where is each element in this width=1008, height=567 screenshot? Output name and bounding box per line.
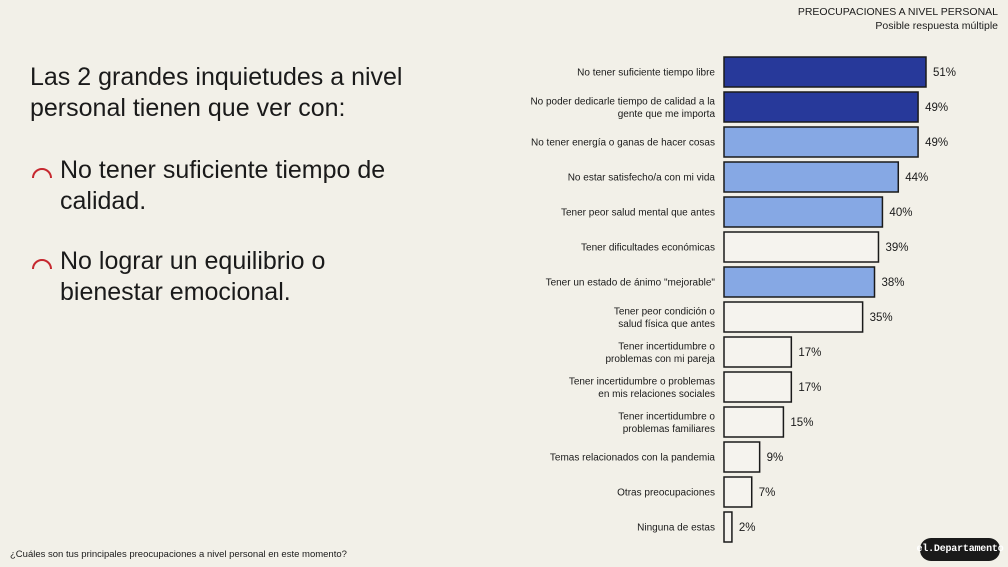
category-label: Tener dificultades económicas — [581, 243, 715, 254]
brand-logo: el.Departamento — [917, 538, 1004, 561]
value-label: 15% — [790, 417, 813, 429]
key-point-text: No tener suficiente tiempo de calidad. — [60, 156, 386, 215]
value-label: 40% — [889, 207, 912, 219]
category-label: No estar satisfecho/a con mi vida — [568, 173, 716, 184]
chart-header: PREOCUPACIONES A NIVEL PERSONAL Posible … — [798, 5, 998, 33]
category-label: Tener peor condición o salud física que a… — [614, 306, 716, 330]
category-label: Tener peor salud mental que antes — [561, 208, 715, 219]
value-label: 17% — [798, 382, 821, 394]
chart-subtitle: Posible respuesta múltiple — [875, 20, 998, 32]
category-label: Ninguna de estas — [637, 523, 715, 534]
category-label: Tener un estado de ánimo "mejorable" — [546, 278, 716, 289]
category-label: Temas relacionados con la pandemia — [550, 453, 716, 464]
bar — [723, 231, 880, 263]
category-label: Otras preocupaciones — [617, 488, 715, 499]
survey-question: ¿Cuáles son tus principales preocupacion… — [10, 549, 347, 560]
category-label: No tener energía o ganas de hacer cosas — [531, 138, 715, 149]
value-label: 49% — [925, 102, 948, 114]
category-label: No poder dedicarle tiempo de calidad a l… — [530, 96, 715, 120]
chart-title: PREOCUPACIONES A NIVEL PERSONAL — [797, 6, 998, 18]
category-label: Tener incertidumbre o problemas en mis re… — [569, 376, 715, 400]
value-label: 38% — [882, 277, 905, 289]
bar — [723, 301, 864, 333]
key-point-text: No lograr un equilibrio o bienestar emoc… — [60, 247, 326, 306]
bar — [723, 56, 927, 88]
bar — [723, 91, 919, 123]
bar — [723, 406, 785, 438]
headline: Las 2 grandes inquietudes a nivel person… — [30, 63, 403, 122]
key-point-2: No lograr un equilibrio o bienestar emoc… — [30, 246, 430, 308]
bar — [723, 266, 876, 298]
bar — [723, 371, 793, 403]
bar — [723, 476, 753, 508]
key-point-1: No tener suficiente tiempo de calidad. — [30, 155, 430, 217]
value-label: 51% — [933, 67, 956, 79]
category-label: No tener suficiente tiempo libre — [577, 68, 715, 79]
arc-bullet-icon — [32, 259, 52, 270]
bar — [723, 126, 919, 158]
category-label: Tener incertidumbre o problemas familiare… — [618, 411, 715, 435]
bar — [723, 336, 793, 368]
bar — [723, 161, 900, 193]
value-label: 7% — [759, 487, 776, 499]
value-label: 2% — [739, 522, 756, 534]
arc-bullet-icon — [32, 168, 52, 179]
value-label: 44% — [905, 172, 928, 184]
value-label: 35% — [870, 312, 893, 324]
bar — [723, 511, 733, 543]
bar — [723, 196, 884, 228]
value-label: 39% — [885, 242, 908, 254]
value-label: 17% — [798, 347, 821, 359]
category-label: Tener incertidumbre o problemas con mi pa… — [606, 341, 716, 365]
value-label: 9% — [767, 452, 784, 464]
value-label: 49% — [925, 137, 948, 149]
bar — [723, 441, 761, 473]
